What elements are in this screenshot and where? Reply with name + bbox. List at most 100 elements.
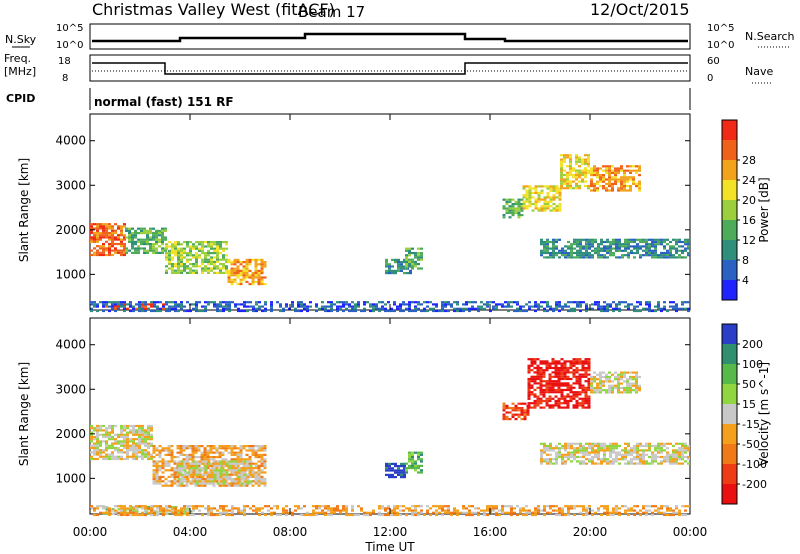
power-cell (684, 247, 687, 250)
power-cell (623, 178, 626, 181)
power-cell (149, 243, 152, 246)
velocity-cell (576, 449, 579, 452)
velocity-cell (225, 511, 228, 514)
velocity-cell (132, 433, 135, 436)
velocity-cell (651, 444, 654, 448)
velocity-cell (170, 482, 174, 485)
velocity-cell (236, 451, 240, 454)
power-cell (399, 307, 402, 310)
power-cell (612, 309, 615, 313)
power-cell (675, 256, 678, 259)
velocity-cell (158, 456, 162, 459)
velocity-cell (593, 375, 596, 379)
velocity-cell (687, 458, 690, 461)
velocity-cell (180, 478, 184, 481)
power-cell (177, 247, 180, 250)
velocity-cell (417, 513, 420, 517)
velocity-cell (177, 462, 181, 465)
power-cell (236, 267, 240, 270)
power-cell (594, 247, 597, 250)
power-cell (159, 301, 162, 304)
velocity-cell (161, 464, 165, 467)
power-cell (99, 253, 102, 257)
velocity-cell (102, 429, 105, 432)
velocity-cell (165, 509, 168, 512)
velocity-cell (330, 511, 333, 514)
power-cell (204, 260, 207, 263)
power-cell (171, 269, 174, 272)
power-cell (348, 305, 351, 308)
velocity-cell (234, 482, 238, 485)
power-cell (225, 247, 228, 250)
velocity-cell (645, 511, 648, 514)
power-cell (596, 187, 599, 190)
velocity-cell (608, 380, 611, 383)
power-cell (93, 236, 96, 239)
power-cell (561, 249, 564, 252)
velocity-cell (576, 455, 579, 459)
power-cell (168, 245, 171, 248)
velocity-cell (566, 388, 570, 392)
power-cell (390, 309, 393, 313)
power-cell (189, 258, 192, 261)
velocity-cell (186, 511, 189, 514)
velocity-cell (581, 364, 585, 367)
velocity-cell (504, 511, 507, 514)
velocity-cell (477, 513, 480, 517)
power-cell (614, 176, 617, 179)
velocity-cell (614, 378, 617, 381)
power-cell (576, 240, 579, 244)
velocity-cell (536, 404, 540, 407)
velocity-cell (584, 388, 588, 392)
velocity-cell (177, 512, 181, 515)
power-cell (405, 247, 408, 250)
power-cell (420, 256, 423, 259)
velocity-cell (161, 475, 165, 478)
velocity-cell (258, 513, 261, 517)
velocity-cell (573, 451, 576, 454)
velocity-cell (663, 455, 666, 459)
power-cell (180, 305, 183, 308)
power-cell (237, 307, 240, 310)
power-cell (408, 249, 411, 252)
velocity-cell (170, 467, 174, 470)
velocity-cell (597, 447, 600, 450)
velocity-cell (429, 513, 432, 517)
velocity-cell (90, 457, 93, 461)
velocity-cell (684, 451, 687, 454)
power-cell (414, 252, 417, 255)
freq-panel-frame (89, 54, 691, 82)
velocity-cell (192, 462, 196, 465)
velocity-cell (207, 513, 210, 517)
velocity-cell (618, 507, 621, 510)
power-cell (642, 249, 645, 252)
velocity-cell (173, 469, 177, 472)
velocity-cell (414, 513, 417, 517)
power-cell (303, 303, 306, 306)
velocity-cell (623, 389, 626, 392)
velocity-cell (560, 384, 564, 387)
velocity-cell (408, 458, 411, 461)
velocity-cell (420, 458, 423, 461)
velocity-cell (542, 360, 546, 363)
power-cell (573, 307, 576, 310)
velocity-cell (129, 438, 132, 441)
power-cell (537, 198, 541, 201)
power-cell (210, 252, 213, 255)
velocity-cell (173, 473, 177, 476)
velocity-cell (158, 453, 162, 456)
power-cell (123, 238, 126, 241)
velocity-cell (642, 460, 645, 463)
velocity-cell (548, 397, 552, 400)
power-cell (201, 271, 204, 274)
power-cell (294, 307, 297, 310)
nsky-tick-bottom: 10^0 (56, 40, 83, 51)
velocity-cell (120, 449, 123, 452)
power-cell (570, 247, 573, 250)
velocity-cell (397, 465, 400, 468)
power-cell (420, 303, 423, 306)
power-cell (155, 234, 158, 237)
power-cell (573, 247, 576, 250)
velocity-cell (108, 431, 111, 434)
velocity-cell (108, 513, 111, 517)
